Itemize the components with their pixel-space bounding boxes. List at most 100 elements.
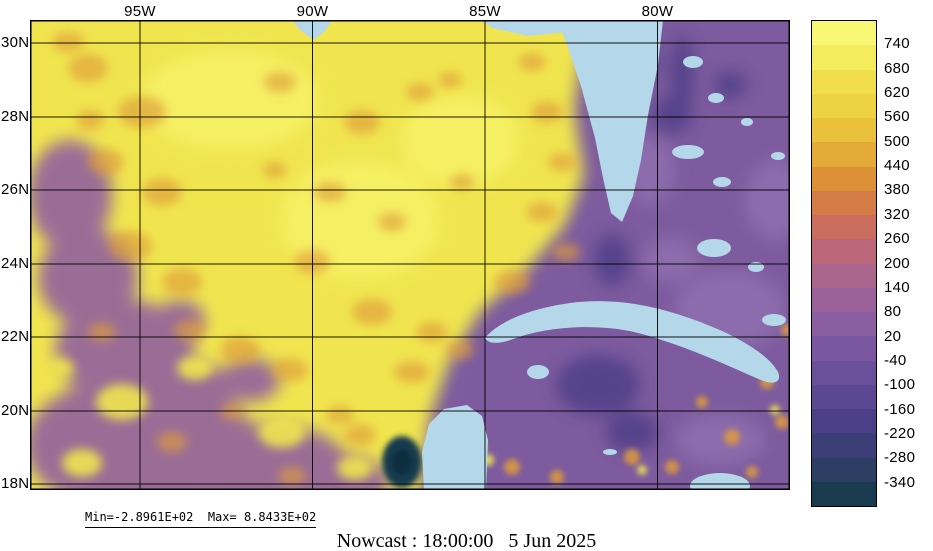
ellipse-shape [162, 268, 202, 296]
ellipse-shape [264, 72, 296, 92]
lon-tick-label: 95W [124, 3, 156, 20]
colorbar-segment [812, 263, 876, 288]
circle-shape [624, 449, 640, 465]
circle-shape [781, 324, 790, 336]
ellipse-shape [494, 270, 530, 294]
ellipse-shape [52, 32, 84, 52]
land-cayman [603, 449, 617, 455]
ellipse-shape [220, 358, 280, 402]
ellipse-shape [708, 93, 724, 103]
colorbar-tick-label: -40 [884, 351, 907, 369]
circle-shape [550, 470, 564, 484]
land-mask [292, 20, 786, 490]
colorbar-tick-label: 200 [884, 254, 910, 272]
ellipse-shape [675, 415, 765, 465]
lat-tick-label: 22N [1, 328, 30, 345]
colorbar-tick-label: 260 [884, 230, 910, 248]
colorbar-segment [812, 384, 876, 409]
colorbar-tick-label: 680 [884, 59, 910, 77]
ellipse-shape [556, 355, 640, 415]
colorbar-segment [812, 118, 876, 143]
ellipse-shape [220, 336, 260, 364]
ellipse-shape [118, 96, 166, 128]
colorbar-tick-label: 500 [884, 132, 910, 150]
colorbar-tick-label: -100 [884, 376, 916, 394]
lat-tick-label: 24N [1, 255, 30, 272]
ellipse-shape [713, 177, 731, 187]
ellipse-shape [438, 72, 462, 88]
lon-tick-label: 80W [641, 3, 674, 20]
ellipse-shape [606, 412, 658, 452]
colorbar-segment [812, 45, 876, 70]
gulf-heatmap-canvas [30, 20, 790, 490]
ellipse-shape [518, 53, 546, 71]
land-jamaica [690, 473, 750, 490]
ellipse-shape [745, 160, 790, 240]
campeche-minimum [382, 436, 422, 488]
land-isle-of-youth [527, 365, 549, 379]
ellipse-shape [531, 101, 563, 123]
ellipse-shape [672, 145, 704, 159]
colorbar-segment [812, 239, 876, 264]
ellipse-shape [46, 358, 74, 378]
ellipse-shape [400, 95, 520, 185]
ellipse-shape [314, 182, 346, 202]
ellipse-shape [220, 404, 244, 420]
colorbar-segment [812, 215, 876, 240]
colorbar-tick-label: 740 [884, 35, 910, 53]
ellipse-shape [344, 110, 380, 134]
colorbar-segment [812, 360, 876, 385]
colorbar-segment [812, 409, 876, 434]
caption: Nowcast : 18:00:00 5 Jun 2025 [336, 530, 597, 551]
field-layers [30, 20, 790, 490]
ellipse-shape [352, 299, 392, 325]
orange-mottling [52, 32, 580, 485]
ellipse-shape [278, 467, 306, 485]
land-florida-panhandle [482, 20, 566, 36]
ellipse-shape [142, 178, 182, 206]
southeast-bright-speckles [482, 405, 780, 475]
ellipse-shape [552, 243, 580, 261]
lat-tick-label: 20N [1, 402, 30, 419]
colorbar-segment [812, 166, 876, 191]
lat-tick-label: 18N [1, 475, 30, 492]
ellipse-shape [670, 35, 694, 115]
plot-border [30, 20, 790, 490]
colorbar-tick-label: 440 [884, 157, 910, 175]
lon-tick-label: 85W [469, 3, 501, 20]
circle-shape [665, 460, 679, 474]
ellipse-shape [177, 356, 213, 380]
ellipse-shape [446, 341, 474, 359]
ellipse-shape [108, 231, 152, 261]
colorbar-tick-label: 140 [884, 278, 910, 296]
colorbar-segment [812, 481, 876, 506]
colorbar-tick-label: -340 [884, 473, 916, 491]
ellipse-shape [392, 449, 412, 475]
ellipse-shape [714, 71, 746, 99]
circle-shape [746, 466, 758, 478]
ellipse-shape [394, 361, 430, 383]
colorbar-tick-label: 320 [884, 205, 910, 223]
ellipse-shape [771, 152, 785, 160]
circle-shape [504, 459, 520, 475]
colorbar-tick-label: 80 [884, 303, 902, 321]
ellipse-shape [416, 322, 448, 342]
ellipse-shape [594, 234, 630, 286]
colorbar-segment [812, 142, 876, 167]
circle-shape [775, 415, 789, 429]
colorbar-tick-label: 20 [884, 327, 902, 345]
ellipse-shape [258, 416, 306, 448]
ellipse-shape [145, 362, 235, 422]
ellipse-shape [683, 56, 703, 68]
ellipse-shape [741, 118, 753, 126]
ellipse-shape [526, 202, 558, 222]
ellipse-shape [548, 153, 576, 171]
land-cuba [485, 301, 780, 383]
colorbar-segment [812, 336, 876, 361]
ellipse-shape [337, 456, 373, 480]
colorbar-tick-label: 620 [884, 84, 910, 102]
grid-lines [30, 20, 790, 490]
circle-shape [724, 429, 740, 445]
circle-shape [637, 465, 647, 475]
